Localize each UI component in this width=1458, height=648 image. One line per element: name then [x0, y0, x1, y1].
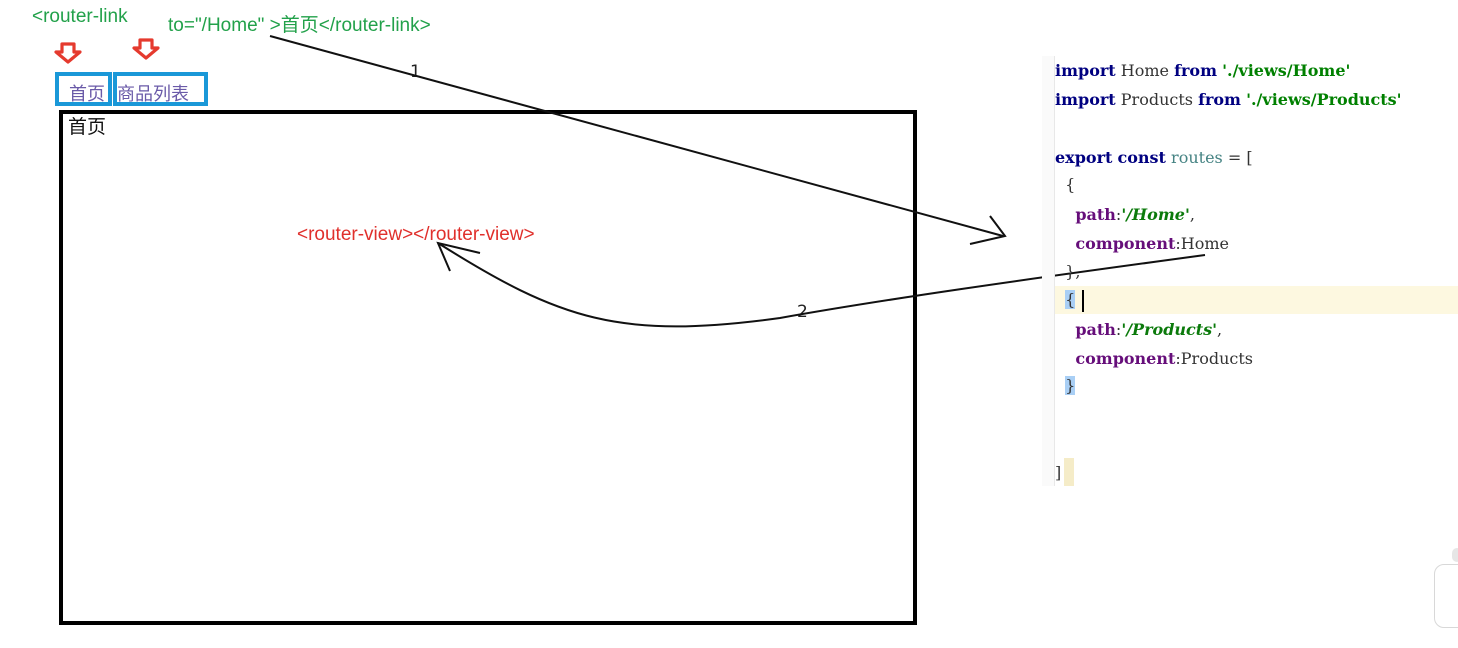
code-line: import Products from './views/Products' [1055, 86, 1402, 114]
code-token: '/Home' [1121, 205, 1190, 224]
code-line: ] [1055, 459, 1061, 487]
router-view-frame [59, 110, 917, 625]
code-token: { [1065, 290, 1076, 309]
code-token: , [1189, 205, 1195, 224]
side-scroll-tab[interactable] [1434, 564, 1458, 628]
arrow-link-to-route-head [969, 215, 1007, 245]
code-token: }, [1055, 262, 1081, 281]
arrow-route-to-view-head [436, 241, 481, 272]
code-token: : [1115, 320, 1122, 339]
code-token: component [1075, 234, 1176, 253]
code-token: Products [1115, 90, 1199, 109]
router-link-close-label: to="/Home" >首页</router-link> [168, 15, 431, 36]
down-arrow-icon [54, 42, 82, 64]
code-token: from [1198, 90, 1241, 109]
nav-link-products[interactable]: 商品列表 [113, 72, 208, 106]
code-token [1055, 349, 1075, 368]
code-token: path [1075, 205, 1116, 224]
code-token [1055, 205, 1075, 224]
code-token: export [1055, 148, 1113, 167]
code-token: import [1055, 61, 1116, 80]
code-token: : [1115, 205, 1122, 224]
step-1-label: 1 [410, 62, 421, 82]
code-line: }, [1055, 258, 1080, 286]
code-line: path:'/Home', [1055, 201, 1195, 229]
code-token: './views/Home' [1222, 61, 1351, 80]
code-line: component:Home [1055, 230, 1229, 258]
scroll-notch [1452, 548, 1458, 562]
code-token: component [1075, 349, 1176, 368]
down-arrow-icon [132, 38, 160, 60]
code-gutter [1042, 56, 1055, 486]
code-token: routes [1171, 148, 1223, 167]
router-link-open-label: <router-link [32, 6, 128, 27]
code-token [1055, 320, 1075, 339]
code-token [1055, 290, 1065, 309]
code-token: ] [1055, 463, 1062, 482]
code-token: , [1217, 320, 1223, 339]
code-line: export const routes = [ [1055, 144, 1253, 172]
code-line: { [1055, 286, 1076, 314]
code-token [1055, 234, 1075, 253]
code-token: './views/Products' [1246, 90, 1402, 109]
current-line-highlight [1055, 286, 1458, 314]
nav-link-home[interactable]: 首页 [55, 72, 112, 106]
router-view-label: <router-view></router-view> [297, 224, 535, 245]
code-line: { [1055, 171, 1075, 199]
end-marker [1064, 458, 1074, 486]
code-line: component:Products [1055, 345, 1253, 373]
code-token: path [1075, 320, 1116, 339]
text-caret [1082, 290, 1084, 312]
code-token: } [1065, 376, 1076, 395]
code-token: import [1055, 90, 1116, 109]
code-line: path:'/Products', [1055, 316, 1222, 344]
code-line: } [1055, 372, 1076, 400]
code-token: :Products [1175, 349, 1253, 368]
code-token: = [ [1222, 148, 1253, 167]
code-token [1055, 376, 1065, 395]
code-token: :Home [1175, 234, 1230, 253]
code-token: from [1174, 61, 1218, 80]
code-token: { [1055, 175, 1076, 194]
code-token: Home [1115, 61, 1175, 80]
code-line: import Home from './views/Home' [1055, 57, 1350, 85]
view-heading: 首页 [68, 116, 107, 138]
arrow-link-to-route [269, 35, 1004, 237]
step-2-label: 2 [797, 302, 808, 322]
code-token: const [1117, 148, 1166, 167]
code-token: '/Products' [1121, 320, 1218, 339]
